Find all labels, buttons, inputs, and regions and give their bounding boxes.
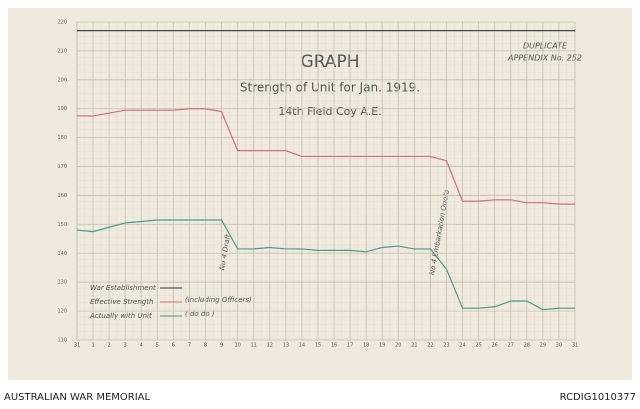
x-tick-label: 11: [251, 343, 257, 349]
x-tick-label: 22: [427, 343, 433, 349]
y-tick-label: 130: [57, 280, 67, 286]
x-tick-label: 27: [508, 343, 514, 349]
legend-label: Effective Strength: [90, 298, 153, 306]
x-tick-label: 21: [411, 343, 417, 349]
x-tick-label: 16: [331, 343, 337, 349]
x-tick-label: 26: [491, 343, 497, 349]
x-tick-label: 2: [108, 343, 111, 349]
x-tick-label: 25: [475, 343, 481, 349]
x-tick-label: 29: [540, 343, 546, 349]
y-tick-label: 120: [57, 309, 67, 315]
x-tick-label: 12: [267, 343, 273, 349]
graph-paper: [77, 22, 575, 340]
title: GRAPH: [301, 52, 360, 72]
legend-label: War Establishment: [90, 284, 156, 292]
x-tick-label: 20: [395, 343, 401, 349]
x-tick-label: 14: [299, 343, 305, 349]
x-tick-label: 31: [572, 343, 578, 349]
x-tick-label: 13: [283, 343, 289, 349]
y-tick-label: 180: [57, 135, 67, 141]
y-tick-label: 190: [57, 106, 67, 112]
x-tick-label: 6: [172, 343, 175, 349]
x-tick-label: 18: [363, 343, 369, 349]
series-line: [77, 108, 575, 205]
x-tick-label: 15: [315, 343, 321, 349]
x-tick-label: 5: [156, 343, 159, 349]
subtitle: Strength of Unit for Jan. 1919.: [240, 81, 420, 95]
stamp: DUPLICATE: [523, 42, 568, 51]
x-tick-label: 3: [124, 343, 127, 349]
y-tick-label: 210: [57, 48, 67, 54]
y-tick-label: 150: [57, 222, 67, 228]
x-tick-label: 24: [459, 343, 465, 349]
unit: 14th Field Coy A.E.: [278, 105, 381, 118]
x-tick-label: 30: [556, 343, 562, 349]
x-tick-label: 8: [204, 343, 207, 349]
x-tick-label: 28: [524, 343, 530, 349]
legend-label: Actually with Unit: [89, 312, 152, 320]
y-tick-label: 110: [57, 338, 67, 344]
x-tick-label: 4: [140, 343, 143, 349]
x-tick-label: 31: [74, 343, 80, 349]
footer: AUSTRALIAN WAR MEMORIAL: [4, 392, 151, 403]
x-tick-label: 1: [91, 343, 94, 349]
x-tick-label: 10: [234, 343, 240, 349]
y-tick-label: 160: [57, 193, 67, 199]
x-tick-label: 19: [379, 343, 385, 349]
x-tick-label: 23: [443, 343, 449, 349]
legend-note: (including Officers): [185, 296, 252, 304]
x-tick-label: 7: [188, 343, 191, 349]
legend-note: ( do do ): [185, 310, 215, 318]
y-tick-label: 220: [57, 20, 67, 26]
y-tick-label: 200: [57, 77, 67, 83]
y-tick-label: 170: [57, 164, 67, 170]
y-tick-label: 140: [57, 251, 67, 257]
footer: RCDIG1010377: [560, 392, 636, 403]
series-line: [76, 219, 575, 311]
stamp: APPENDIX No. 252: [507, 54, 582, 63]
x-tick-label: 17: [347, 343, 353, 349]
x-tick-label: 9: [220, 343, 223, 349]
